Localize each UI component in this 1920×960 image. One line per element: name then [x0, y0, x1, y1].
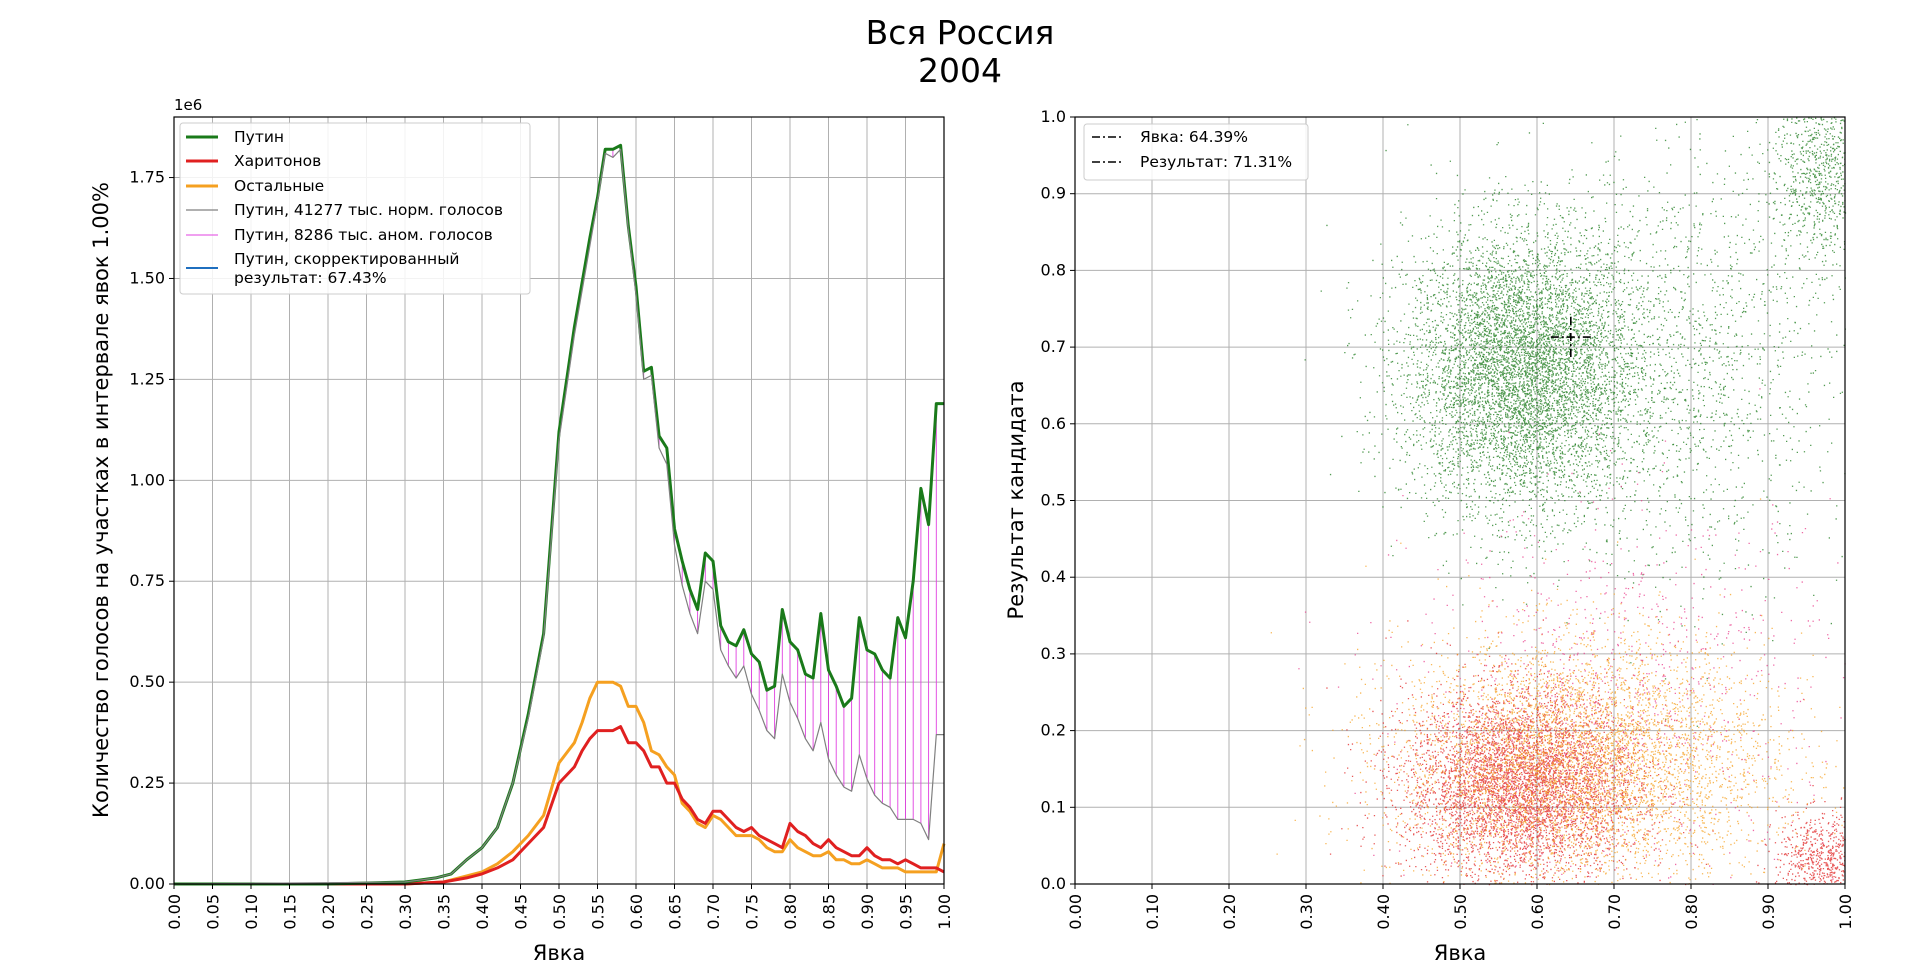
x-tick-label: 0.50 [550, 894, 569, 930]
y-tick-label: 0.5 [1041, 491, 1066, 510]
y-tick-label: 1.75 [129, 168, 165, 187]
x-tick-label: 0.40 [473, 894, 492, 930]
x-tick-label: 0.10 [242, 894, 261, 930]
y-tick-label: 0.00 [129, 874, 165, 893]
legend-label-turnout: Явка: 64.39% [1140, 128, 1248, 146]
legend-label-norm: Путин, 41277 тыс. норм. голосов [234, 201, 503, 219]
y-tick-label: 0.6 [1041, 414, 1066, 433]
y-tick-label: 0.8 [1041, 260, 1066, 279]
scatter-cluster-kharitonov [1326, 587, 1771, 886]
y-tick-label: 0.7 [1041, 337, 1066, 356]
x-tick-label: 0.85 [820, 894, 839, 930]
y-tick-label: 0.0 [1041, 874, 1066, 893]
legend-label-anom: Путин, 8286 тыс. аном. голосов [234, 226, 493, 244]
y-tick-label: 0.9 [1041, 184, 1066, 203]
histogram-series-lines [173, 143, 946, 886]
y-tick-label: 1.50 [129, 268, 165, 287]
x-tick-label: 0.40 [1374, 894, 1393, 930]
x-tick-label: 0.90 [858, 894, 877, 930]
histogram-y-offset-label: 1e6 [174, 96, 202, 114]
x-tick-label: 0.80 [781, 894, 800, 930]
scatter-cluster-kharitonov [1755, 785, 1846, 886]
figure-title-line2: 2004 [918, 51, 1002, 90]
y-tick-label: 0.25 [129, 773, 165, 792]
x-tick-label: 0.80 [1682, 894, 1701, 930]
x-tick-label: 0.35 [435, 894, 454, 930]
scatter-chart: 0.00 0.10 0.20 0.30 0.40 0.50 0.60 0.70 0.80 0.90… [1004, 107, 1855, 960]
x-tick-label: 0.45 [512, 894, 531, 930]
scatter-points [1270, 117, 1847, 886]
legend-label-others: Остальные [234, 177, 324, 195]
scatter-cluster-putin [1737, 117, 1847, 304]
y-tick-label: 0.1 [1041, 797, 1066, 816]
x-tick-label: 0.00 [1066, 894, 1085, 930]
figure-title-line1: Вся Россия [866, 13, 1055, 52]
y-tick-label: 0.50 [129, 672, 165, 691]
y-tick-label: 0.4 [1041, 567, 1066, 586]
y-tick-label: 0.2 [1041, 721, 1066, 740]
scatter-x-ticks: 0.00 0.10 0.20 0.30 0.40 0.50 0.60 0.70 0.80 0.90… [1066, 884, 1855, 930]
histogram-legend: Путин Харитонов Остальные Путин, 41277 т… [179, 122, 531, 295]
x-tick-label: 0.70 [704, 894, 723, 930]
x-tick-label: 0.15 [281, 894, 300, 930]
y-tick-label: 1.00 [129, 470, 165, 489]
legend-label-corrected-line2: результат: 67.43% [234, 269, 387, 287]
legend-label-putin: Путин [234, 128, 284, 146]
histogram-x-axis-label: Явка [533, 941, 586, 960]
series-line-kharitonov [174, 725, 945, 886]
x-tick-label: 0.10 [1143, 894, 1162, 930]
scatter-x-axis-label: Явка [1434, 941, 1487, 960]
x-tick-label: 0.65 [666, 894, 685, 930]
x-tick-label: 1.00 [1836, 894, 1855, 930]
legend-label-kharitonov: Харитонов [234, 152, 321, 170]
x-tick-label: 0.20 [1220, 894, 1239, 930]
x-tick-label: 0.50 [1451, 894, 1470, 930]
scatter-mean-marker [1550, 317, 1591, 358]
x-tick-label: 0.25 [358, 894, 377, 930]
x-tick-label: 0.95 [897, 894, 916, 930]
histogram-x-ticks: 0.00 0.05 0.10 0.15 0.20 0.25 0.30 0.35 0.40 0.45… [165, 884, 954, 930]
scatter-y-ticks: 0.0 0.1 0.2 0.3 0.4 0.5 0.6 0.7 0.8 0.9 1.0 [1041, 107, 1075, 893]
histogram-y-ticks: 0.00 0.25 0.50 0.75 1.00 1.25 1.50 1.75 [129, 168, 174, 893]
x-tick-label: 0.05 [204, 894, 223, 930]
legend-label-corrected-line1: Путин, скорректированный [234, 250, 460, 268]
y-tick-label: 0.75 [129, 571, 165, 590]
scatter-cluster-putin [1454, 119, 1846, 727]
scatter-legend: Явка: 64.39% Результат: 71.31% [1083, 123, 1309, 181]
x-tick-label: 0.90 [1759, 894, 1778, 930]
x-tick-label: 1.00 [935, 894, 954, 930]
x-tick-label: 0.55 [589, 894, 608, 930]
histogram-y-axis-label: Количество голосов на участках в интерва… [89, 182, 113, 818]
scatter-legend-box [1083, 123, 1309, 181]
x-tick-label: 0.60 [1528, 894, 1547, 930]
x-tick-label: 0.60 [627, 894, 646, 930]
x-tick-label: 0.20 [319, 894, 338, 930]
histogram-chart: 0.00 0.05 0.10 0.15 0.20 0.25 0.30 0.35 0.40 0.45… [89, 96, 954, 960]
series-line-others [174, 680, 946, 886]
y-tick-label: 1.0 [1041, 107, 1066, 126]
x-tick-label: 0.30 [1297, 894, 1316, 930]
y-tick-label: 1.25 [129, 369, 165, 388]
x-tick-label: 0.30 [396, 894, 415, 930]
series-line-norm [173, 148, 944, 885]
legend-label-result: Результат: 71.31% [1140, 153, 1292, 171]
x-tick-label: 0.75 [743, 894, 762, 930]
scatter-y-axis-label: Результат кандидата [1004, 381, 1028, 620]
histogram-legend-box [179, 122, 531, 295]
x-tick-label: 0.70 [1605, 894, 1624, 930]
y-tick-label: 0.3 [1041, 644, 1066, 663]
x-tick-label: 0.00 [165, 894, 184, 930]
